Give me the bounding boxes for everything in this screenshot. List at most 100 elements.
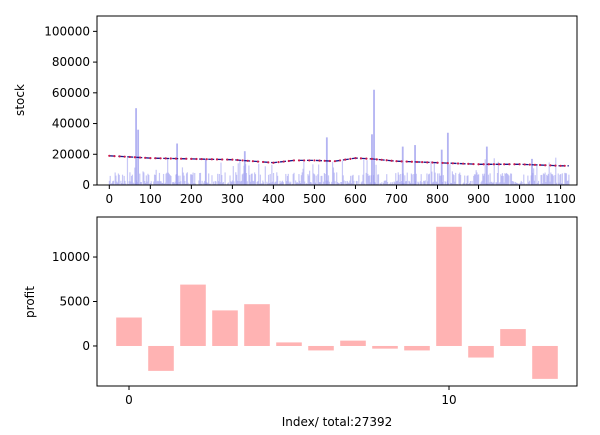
stock-bar [173, 183, 175, 185]
stock-x-ticks: 0 100 200 300 400 500 600 700 800 900 1000 1100 [105, 185, 576, 206]
stock-bar [493, 158, 495, 185]
stock-bar [319, 182, 321, 185]
stock-trend-marker [354, 157, 357, 160]
stock-bar [488, 182, 490, 185]
stock-bar [240, 181, 242, 185]
stock-bar [567, 180, 569, 185]
stock-bar [157, 180, 159, 185]
stock-trend-marker [456, 162, 460, 165]
stock-bar [478, 174, 480, 185]
stock-trend-marker [221, 158, 224, 161]
stock-bar [459, 172, 461, 185]
stock-bar [218, 173, 220, 185]
stock-bar [350, 183, 353, 185]
stock-bar [431, 171, 433, 185]
stock-bar [549, 181, 551, 185]
profit-x-tick-label: 0 [125, 393, 133, 407]
stock-bar [495, 182, 497, 185]
profit-bar [532, 345, 558, 379]
stock-bar [189, 183, 191, 185]
stock-bar [390, 182, 392, 185]
stock-bar [474, 174, 476, 185]
stock-trend-marker [246, 159, 249, 162]
stock-trend-marker [370, 157, 373, 160]
stock-bar [465, 183, 467, 185]
stock-bar [261, 183, 263, 185]
stock-trend-marker [262, 160, 265, 164]
stock-bar [419, 181, 421, 185]
stock-bar [562, 183, 564, 185]
stock-bar [398, 174, 400, 185]
stock-trend-marker [508, 163, 511, 166]
stock-bar [191, 174, 193, 185]
profit-plot: 0 10 0 5000 10000 profit Index/ total:27392 [23, 216, 578, 429]
stock-bar [129, 172, 131, 185]
stock-bar [181, 167, 184, 185]
stock-bar [153, 174, 156, 185]
stock-bar [483, 173, 485, 185]
stock-bar [165, 173, 167, 185]
stock-bar [266, 181, 268, 185]
stock-bar [504, 173, 506, 185]
stock-bar [463, 182, 465, 185]
stock-bar [268, 183, 271, 185]
stock-x-tick-label: 1100 [545, 192, 576, 206]
stock-trend-marker [272, 161, 275, 164]
stock-bar [313, 173, 315, 185]
stock-bar [473, 175, 475, 185]
stock-bar [245, 173, 248, 185]
stock-bar [385, 180, 387, 185]
stock-bar [561, 173, 563, 185]
stock-trend-marker [436, 161, 439, 164]
stock-bar [323, 173, 325, 185]
stock-bar [391, 182, 394, 185]
stock-trend-marker [174, 157, 178, 160]
stock-trend-marker [503, 163, 506, 166]
stock-bar [127, 183, 129, 185]
stock-bar [432, 182, 434, 185]
stock-trend-marker [154, 157, 157, 160]
stock-bar [327, 175, 330, 185]
stock-bar [506, 173, 508, 185]
stock-bar [484, 159, 486, 185]
stock-bar [260, 183, 262, 185]
stock-bar [143, 172, 145, 185]
stock-bar [555, 157, 557, 185]
stock-bar [206, 183, 208, 185]
stock-bar [277, 175, 279, 185]
stock-bar [382, 182, 385, 185]
stock-trend-marker [256, 160, 260, 163]
stock-bar [322, 183, 324, 185]
stock-bar [381, 182, 383, 185]
stock-bar [234, 183, 236, 185]
stock-trend-marker [118, 155, 121, 158]
stock-bar [469, 180, 472, 185]
stock-spike-bar [531, 158, 533, 185]
stock-bar [332, 167, 335, 185]
stock-trend-marker [492, 163, 496, 166]
stock-bar [185, 173, 188, 185]
stock-bar [462, 183, 464, 185]
stock-bar [352, 174, 354, 185]
stock-bar [409, 181, 411, 185]
stock-trend-marker [400, 160, 403, 163]
stock-trend-marker [180, 157, 183, 160]
stock-y-tick-label: 80000 [52, 55, 90, 69]
stock-bar [523, 183, 526, 185]
stock-bar [479, 183, 481, 185]
stock-bar [308, 175, 310, 185]
stock-bar [492, 182, 495, 185]
stock-bar [231, 180, 234, 185]
stock-bar [250, 173, 252, 185]
stock-trend-marker [138, 156, 142, 159]
stock-bar [149, 183, 152, 185]
stock-bar [525, 183, 527, 185]
stock-trend-marker [128, 155, 131, 159]
stock-bar [356, 181, 358, 185]
stock-bar [557, 173, 559, 185]
stock-bar [421, 182, 423, 185]
stock-bar [211, 175, 213, 185]
stock-bar [112, 180, 115, 185]
stock-bar [389, 183, 391, 185]
